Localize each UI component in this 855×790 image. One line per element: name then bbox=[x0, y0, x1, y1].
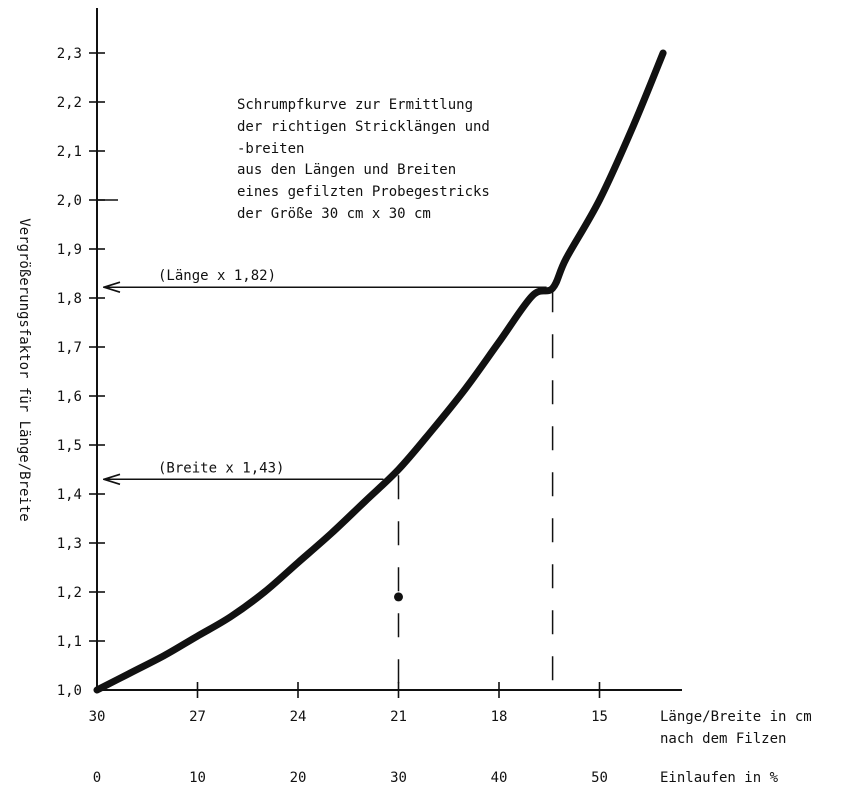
note-line: der richtigen Stricklängen und bbox=[237, 119, 490, 135]
shrink-curve-line bbox=[93, 49, 667, 694]
note-line: -breiten bbox=[237, 141, 304, 157]
x2-tick-label: 40 bbox=[491, 770, 508, 786]
y-tick-label: 1,8 bbox=[57, 291, 82, 307]
y-tick-label: 1,1 bbox=[57, 634, 82, 650]
y-axis-label: Vergrößerungsfaktor für Länge/Breite bbox=[16, 218, 32, 521]
y-tick-label: 2,2 bbox=[57, 95, 82, 111]
x-tick-label: 21 bbox=[390, 709, 407, 725]
note-line: aus den Längen und Breiten bbox=[237, 162, 456, 178]
x2-tick-label: 0 bbox=[93, 770, 101, 786]
x2-axis-labels: 0 10 20 30 40 50 bbox=[93, 770, 608, 786]
reading-annotations: (Länge x 1,82) (Breite x 1,43) bbox=[104, 268, 554, 686]
x2-tick-label: 30 bbox=[390, 770, 407, 786]
width-factor-label: (Breite x 1,43) bbox=[158, 460, 284, 476]
x-tick-label: 15 bbox=[591, 709, 608, 725]
x2-tick-label: 50 bbox=[591, 770, 608, 786]
y-tick-label: 1,7 bbox=[57, 340, 82, 356]
chart-note: Schrumpfkurve zur Ermittlung der richtig… bbox=[237, 97, 490, 222]
y-tick-label: 2,1 bbox=[57, 144, 82, 160]
y-tick-label: 1,9 bbox=[57, 242, 82, 258]
y-tick-label: 1,3 bbox=[57, 536, 82, 552]
x-tick-label: 27 bbox=[189, 709, 206, 725]
note-line: Schrumpfkurve zur Ermittlung bbox=[237, 97, 473, 113]
y-tick-label: 1,4 bbox=[57, 487, 82, 503]
y-tick-label: 2,3 bbox=[57, 46, 82, 62]
y-tick-label: 1,5 bbox=[57, 438, 82, 454]
data-point-marker bbox=[394, 592, 403, 602]
y-tick-label: 2,0 bbox=[57, 193, 82, 209]
x-axis-ticks: 30 27 24 21 18 15 bbox=[89, 682, 608, 725]
y-tick-label: 1,0 bbox=[57, 683, 82, 699]
x2-tick-label: 10 bbox=[189, 770, 206, 786]
x-tick-label: 30 bbox=[89, 709, 106, 725]
length-factor-label: (Länge x 1,82) bbox=[158, 268, 276, 284]
y-tick-label: 1,2 bbox=[57, 585, 82, 601]
y-tick-label: 1,6 bbox=[57, 389, 82, 405]
x-axis-label-line-1: Länge/Breite in cm bbox=[660, 709, 812, 725]
y-axis-ticks: 1,0 1,1 1,2 1,3 1,4 1,5 1,6 1,7 1,8 1,9 2,0 2,1 2,2 2… bbox=[57, 46, 118, 699]
note-line: eines gefilzten Probegestricks bbox=[237, 184, 490, 200]
x2-tick-label: 20 bbox=[290, 770, 307, 786]
note-line: der Größe 30 cm x 30 cm bbox=[237, 206, 431, 222]
x-tick-label: 18 bbox=[491, 709, 508, 725]
x-axis-label-line-2: nach dem Filzen bbox=[660, 731, 786, 747]
x-tick-label: 24 bbox=[290, 709, 307, 725]
x2-axis-label: Einlaufen in % bbox=[660, 770, 779, 786]
